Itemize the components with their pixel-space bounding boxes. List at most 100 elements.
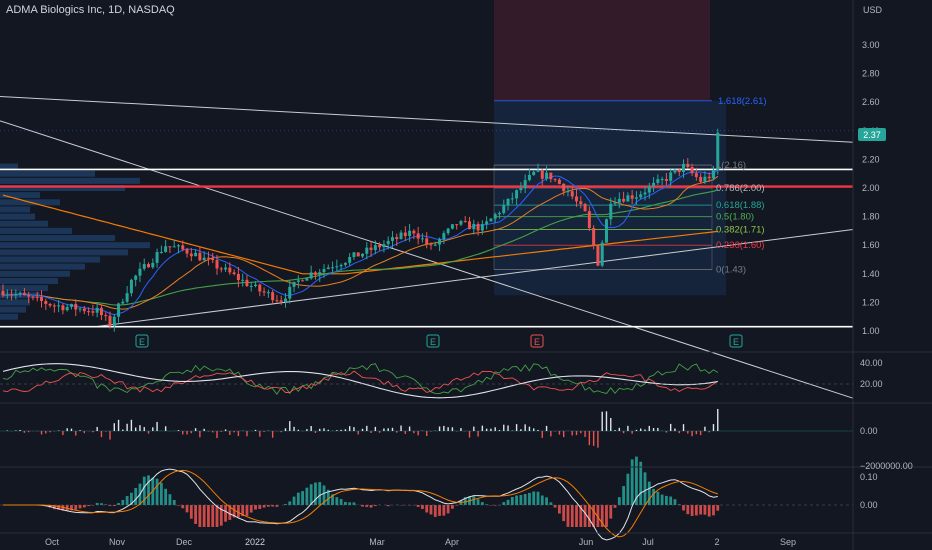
- tick-labels: 3.002.802.602.402.202.001.801.601.401.20…: [862, 40, 880, 336]
- price-tick-label-1: 2.80: [862, 69, 880, 79]
- candle-body-167: [716, 132, 720, 170]
- candle-body-109: [468, 221, 472, 230]
- candle-body-24: [104, 315, 108, 317]
- macd-hist-bar-52: [224, 505, 227, 522]
- vp-bar-6: [0, 206, 30, 213]
- macd-hist-bar-127: [545, 497, 548, 505]
- time-tick-label-5: Apr: [445, 537, 459, 547]
- candle-body-43: [185, 249, 189, 254]
- macd-hist-bar-50: [215, 505, 219, 527]
- candle-body-161: [690, 166, 694, 174]
- candle-body-48: [206, 257, 210, 259]
- candle-body-72: [309, 272, 313, 279]
- macd-hist-bar-144: [617, 497, 621, 505]
- macd-hist-bar-45: [194, 505, 197, 524]
- candle-body-3: [14, 294, 18, 296]
- candle-body-13: [57, 305, 61, 307]
- earnings-marker-box-2: [530, 334, 544, 348]
- macd-hist-bar-34: [147, 475, 150, 505]
- candle-body-100: [429, 244, 433, 246]
- fib-label-3: 0.618(1.88): [716, 200, 765, 211]
- vp-bar-20: [0, 306, 26, 313]
- macd-hist-bar-59: [254, 505, 257, 510]
- macd-hist-bar-20: [87, 505, 90, 507]
- trend-lines: [0, 95, 854, 399]
- earnings-marker-label-3: E: [733, 337, 739, 347]
- candle-body-94: [403, 232, 407, 237]
- macd-hist-bar-166: [712, 505, 715, 516]
- candle-body-81: [348, 257, 352, 263]
- candle-body-39: [168, 246, 172, 248]
- price-tag-label: 2.37: [863, 130, 881, 140]
- macd-hist-bar-22: [95, 502, 99, 505]
- candle-body-33: [142, 264, 146, 269]
- price-tag: 2.37: [858, 128, 886, 141]
- macd-hist-bar-64: [275, 505, 279, 507]
- adx-line: [2, 363, 718, 399]
- macd-hist-bar-75: [322, 485, 326, 505]
- macd-hist-bar-121: [519, 495, 523, 505]
- candle-body-64: [275, 300, 279, 302]
- macd-hist-bar-13: [57, 505, 61, 510]
- macd-hist-bar-57: [245, 505, 249, 516]
- candle-body-21: [91, 311, 95, 313]
- macd-hist-bar-137: [587, 505, 591, 527]
- candle-body-57: [245, 279, 249, 287]
- candle-body-25: [108, 315, 112, 326]
- price-tick-label-5: 2.00: [862, 183, 880, 193]
- candle-body-104: [446, 228, 450, 234]
- fib-label-6: 0.236(1.60): [716, 240, 765, 251]
- candle-body-86: [369, 247, 373, 251]
- candle-body-89: [382, 244, 386, 248]
- vp-bar-3: [0, 185, 125, 191]
- vp-bar-9: [0, 227, 72, 234]
- macd-hist-bar-167: [716, 505, 720, 511]
- candle-body-23: [99, 307, 103, 316]
- earnings-marker-1: E: [426, 334, 440, 348]
- macd-hist-bar-110: [472, 496, 476, 505]
- candle-body-5: [22, 293, 26, 296]
- candle-body-165: [707, 176, 711, 179]
- candle-body-98: [420, 238, 424, 240]
- macd-hist-bar-136: [583, 505, 587, 527]
- candle-body-157: [673, 169, 677, 173]
- macd-hist-bar-39: [168, 494, 172, 505]
- time-tick-label-3: 2022: [245, 537, 265, 547]
- candle-body-67: [288, 286, 292, 299]
- macd-hist-bar-60: [258, 505, 262, 509]
- macd-hist-bar-30: [130, 492, 133, 505]
- chart-title: ADMA Biologics Inc, 1D, NASDAQ: [6, 4, 175, 16]
- macd-hist-bar-113: [485, 504, 489, 505]
- macd-hist-bar-101: [433, 505, 437, 517]
- macd-hist-bar-42: [181, 505, 185, 509]
- fib-label-0: 1.618(2.61): [718, 96, 767, 107]
- macd-hist-bar-67: [288, 501, 292, 505]
- candle-body-37: [159, 251, 163, 253]
- candle-body-111: [476, 223, 480, 231]
- earnings-marker-box-1: [426, 334, 440, 348]
- price-tick-label-10: 1.00: [862, 326, 880, 336]
- candle-body-45: [194, 252, 198, 257]
- candle-body-14: [61, 305, 65, 311]
- macd-hist-bar-141: [605, 505, 608, 527]
- candle-body-124: [532, 171, 536, 175]
- earnings-marker-label-0: E: [139, 337, 145, 347]
- macd-hist-bar-27: [117, 503, 120, 505]
- candle-body-91: [390, 237, 394, 241]
- earnings-marker-2: E: [530, 334, 544, 348]
- indicators: [0, 363, 853, 541]
- candle-body-11: [48, 303, 52, 306]
- vp-bar-2: [0, 177, 140, 184]
- macd-hist-bar-139: [596, 505, 600, 527]
- time-tick-label-1: Nov: [109, 537, 126, 547]
- macd-hist-bar-146: [626, 473, 630, 505]
- candle-body-40: [172, 246, 176, 248]
- macd-hist-bar-33: [142, 476, 146, 505]
- macd-hist-bar-68: [292, 496, 296, 505]
- candle-body-16: [69, 304, 73, 307]
- time-axis[interactable]: Oct Nov Dec 2022 Mar Apr Jun Jul 2 Sep: [45, 537, 796, 547]
- vp-bar-21: [0, 313, 18, 320]
